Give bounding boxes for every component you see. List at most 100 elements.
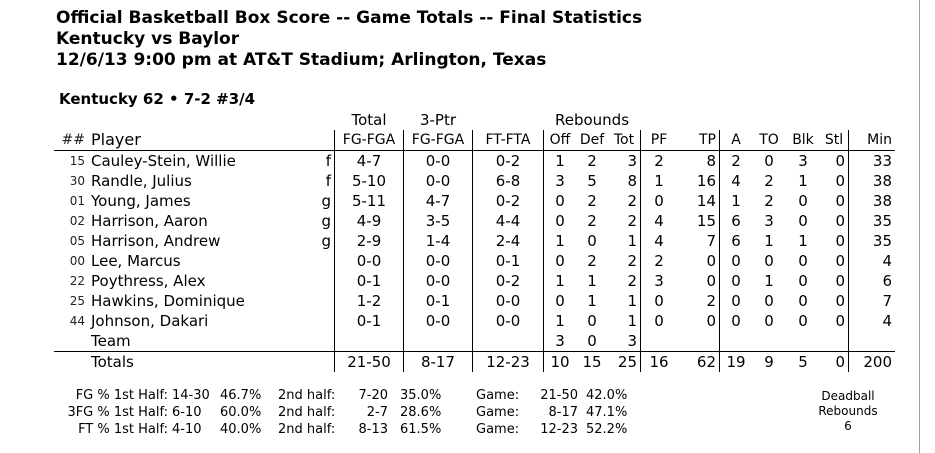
player-num: 25: [69, 294, 85, 308]
player-pf: 2: [640, 251, 677, 271]
player-ft: 0-2: [472, 191, 544, 211]
player-tp3: 0-0: [403, 150, 473, 171]
shooting-h2p: 61.5%: [400, 422, 442, 437]
player-ft: 0-1: [472, 251, 544, 271]
player-to: 1: [764, 272, 774, 290]
player-name: Harrison, Aaron: [91, 212, 208, 230]
column-header-row: ## Player FG-FGA FG-FGA FT-FTA Off Def T…: [54, 130, 895, 151]
player-tot: 2: [627, 192, 637, 210]
totals-pf: 16: [640, 351, 677, 372]
player-off: 1: [543, 311, 576, 331]
team-row-label: Team: [91, 332, 131, 350]
col-tp: TP: [677, 130, 720, 151]
player-tp3: 0-0: [403, 271, 473, 291]
shooting-h2p: 35.0%: [400, 388, 442, 403]
shooting-gl: Game:: [476, 405, 520, 420]
player-fg: 0-1: [334, 311, 404, 331]
player-to: 3: [764, 212, 774, 230]
player-blk: 0: [798, 192, 808, 210]
player-row: 01 Young, James g 5-11 4-7 0-2 0 2 2 0 14 1 2 0 0 38: [54, 191, 895, 211]
col-ft: FT-FTA: [472, 130, 544, 151]
totals-3pt: 8-17: [403, 351, 473, 372]
player-stl: 0: [835, 212, 845, 230]
player-ft: 0-0: [472, 291, 544, 311]
shooting-g: 21-50: [540, 388, 578, 403]
col-fg: FG-FGA: [334, 130, 404, 151]
player-tp3: 0-0: [403, 171, 473, 191]
player-tp: 7: [706, 232, 716, 250]
player-tp: 8: [706, 152, 716, 170]
player-min: 35: [848, 231, 895, 251]
player-a: 4: [719, 171, 752, 191]
player-row: 00 Lee, Marcus 0-0 0-0 0-1 0 2 2 2 0 0 0 0 0 4: [54, 251, 895, 271]
box-score-table: Total 3-Ptr Rebounds ## Player FG-FGA FG…: [54, 110, 895, 372]
player-pos: [308, 251, 335, 271]
player-fg: 5-10: [334, 171, 404, 191]
player-fg: 2-9: [334, 231, 404, 251]
player-min: 4: [848, 311, 895, 331]
totals-def: 15: [576, 351, 608, 372]
player-tot: 3: [627, 152, 637, 170]
player-row: 05 Harrison, Andrew g 2-9 1-4 2-4 1 0 1 4 7 6 1 1 0 35: [54, 231, 895, 251]
group-rebounds-label: Rebounds: [554, 111, 630, 129]
player-def: 2: [587, 212, 597, 230]
player-min: 4: [848, 251, 895, 271]
player-pf: 2: [640, 150, 677, 171]
player-blk: 0: [798, 252, 808, 270]
player-name: Lee, Marcus: [91, 252, 181, 270]
totals-min: 200: [848, 351, 895, 372]
player-ft: 2-4: [472, 231, 544, 251]
player-a: 6: [719, 231, 752, 251]
player-tp3: 0-0: [403, 311, 473, 331]
player-blk: 0: [798, 312, 808, 330]
player-pf: 4: [640, 231, 677, 251]
shooting-gl: Game:: [476, 422, 520, 437]
deadball-label-2: Rebounds: [818, 404, 878, 418]
player-pos: f: [325, 172, 331, 190]
player-ft: 4-4: [472, 211, 544, 231]
totals-a: 19: [719, 351, 752, 372]
player-fg: 0-0: [334, 251, 404, 271]
player-a: 0: [719, 251, 752, 271]
player-off: 3: [543, 171, 576, 191]
shooting-row: FT % 1st Half: 4-10 40.0% 2nd half: 8-13 61.5…: [56, 421, 636, 438]
player-pos: [308, 291, 335, 311]
shooting-summary: FG % 1st Half: 14-30 46.7% 2nd half: 7-20 35.…: [56, 387, 636, 438]
player-fg: 0-1: [334, 271, 404, 291]
player-min: 6: [848, 271, 895, 291]
player-num: 00: [69, 254, 85, 268]
shooting-gp: 52.2%: [586, 422, 628, 437]
player-off: 0: [543, 251, 576, 271]
player-blk: 0: [798, 212, 808, 230]
player-tp: 0: [706, 272, 716, 290]
player-fg: 5-11: [334, 191, 404, 211]
player-rows: 15 Cauley-Stein, Willie f 4-7 0-0 0-2 1 2 3 2 8 2 0 3…: [54, 150, 895, 372]
player-stl: 0: [835, 272, 845, 290]
deadball-label-1: Deadball: [821, 389, 875, 403]
player-def: 1: [587, 272, 597, 290]
player-to: 0: [764, 292, 774, 310]
player-blk: 0: [798, 272, 808, 290]
player-num: 22: [69, 274, 85, 288]
player-a: 0: [719, 311, 752, 331]
page-edge-line: [919, 0, 920, 453]
player-def: 0: [587, 232, 597, 250]
player-tot: 1: [627, 312, 637, 330]
player-def: 5: [587, 172, 597, 190]
player-num: 30: [69, 174, 85, 188]
player-row: 44 Johnson, Dakari 0-1 0-0 0-0 1 0 1 0 0 0 0 0 0 4: [54, 311, 895, 331]
player-tot: 8: [627, 172, 637, 190]
shooting-h1p: 46.7%: [220, 388, 262, 403]
player-tp: 2: [706, 292, 716, 310]
player-stl: 0: [835, 252, 845, 270]
col-tot: Tot: [608, 130, 641, 151]
player-tp3: 4-7: [403, 191, 473, 211]
totals-to: 9: [752, 351, 786, 372]
player-def: 0: [587, 312, 597, 330]
player-tot: 1: [627, 292, 637, 310]
player-row: 25 Hawkins, Dominique 1-2 0-1 0-0 0 1 1 0 2 0 0 0 0 7: [54, 291, 895, 311]
player-tot: 2: [627, 252, 637, 270]
deadball-value: 6: [844, 419, 852, 433]
team-tot: 3: [627, 332, 637, 350]
player-pf: 1: [640, 171, 677, 191]
